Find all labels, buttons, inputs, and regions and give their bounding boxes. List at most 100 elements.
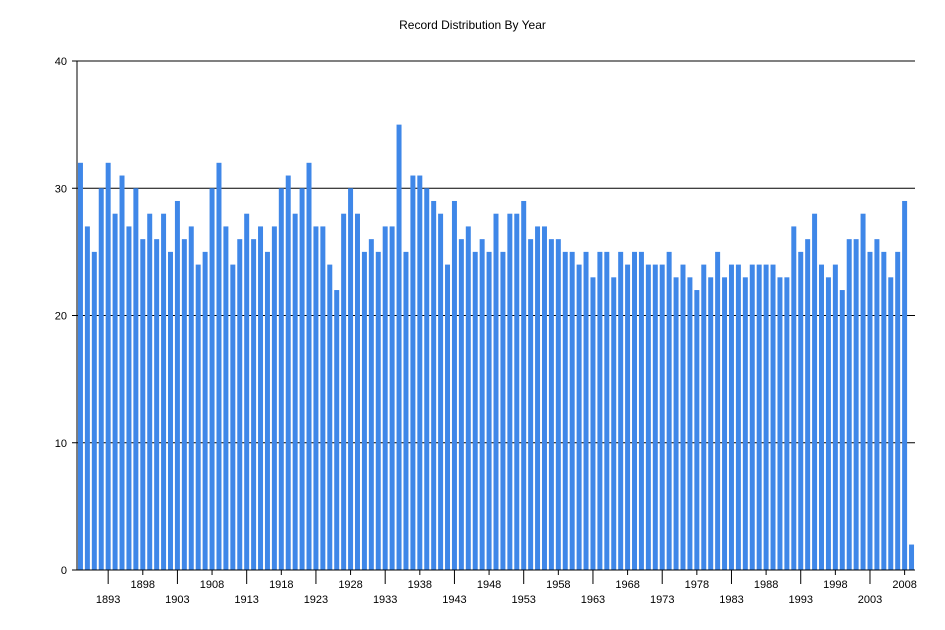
bar — [126, 226, 132, 571]
x-tick-label: 1893 — [96, 594, 120, 606]
bar — [666, 251, 672, 570]
bar — [860, 213, 866, 570]
bar — [341, 213, 347, 570]
bar — [479, 239, 485, 570]
x-tick-label: 1933 — [373, 594, 397, 606]
bar — [188, 226, 194, 571]
x-tick-label: 1908 — [200, 579, 224, 591]
bar — [832, 264, 838, 570]
bar — [306, 162, 312, 571]
bar — [465, 226, 471, 571]
bar — [223, 226, 229, 571]
bar — [98, 188, 104, 570]
bar — [812, 213, 818, 570]
bar — [458, 239, 464, 570]
bar — [611, 277, 617, 570]
x-tick-label: 1968 — [615, 579, 639, 591]
bar — [174, 200, 180, 570]
bar — [368, 239, 374, 570]
bar — [715, 251, 721, 570]
x-tick-label: 1978 — [685, 579, 709, 591]
bar — [285, 175, 291, 570]
x-tick-label: 1913 — [234, 594, 258, 606]
x-tick-label: 1998 — [823, 579, 847, 591]
y-tick-label: 20 — [55, 311, 67, 323]
bar — [590, 277, 596, 570]
bar — [742, 277, 748, 570]
bar — [507, 213, 513, 570]
bar — [888, 277, 894, 570]
bar — [846, 239, 852, 570]
bar — [133, 188, 139, 570]
bar — [895, 251, 901, 570]
bar — [230, 264, 236, 570]
y-tick-label: 40 — [55, 56, 67, 68]
bar — [451, 200, 457, 570]
bar — [839, 290, 845, 570]
bar — [112, 213, 118, 570]
bar — [680, 264, 686, 570]
bar — [562, 251, 568, 570]
bar — [195, 264, 201, 570]
bar — [798, 251, 804, 570]
x-tick-label: 1903 — [165, 594, 189, 606]
bar — [354, 213, 360, 570]
bar — [659, 264, 665, 570]
x-tick-label: 1943 — [442, 594, 466, 606]
bar — [91, 251, 97, 570]
bar — [604, 251, 610, 570]
bars — [77, 124, 915, 571]
bar — [361, 251, 367, 570]
bar — [645, 264, 651, 570]
y-tick-label: 30 — [55, 183, 67, 195]
x-tick-label: 1973 — [650, 594, 674, 606]
bar — [819, 264, 824, 570]
bar — [147, 213, 153, 570]
x-tick-label: 1918 — [269, 579, 293, 591]
bar — [535, 226, 541, 571]
bar — [722, 277, 728, 570]
bar — [548, 239, 554, 570]
bar — [237, 239, 243, 570]
bar — [687, 277, 693, 570]
bar — [514, 213, 520, 570]
bar — [784, 277, 790, 570]
x-tick-label: 2003 — [858, 594, 882, 606]
bar — [389, 226, 395, 571]
bar — [154, 239, 160, 570]
x-tick-label: 1983 — [719, 594, 743, 606]
bar — [334, 290, 340, 570]
y-tick-label: 0 — [61, 565, 67, 577]
bar — [264, 251, 270, 570]
bar — [181, 239, 187, 570]
bar — [271, 226, 277, 571]
bar — [528, 239, 534, 570]
bar — [493, 213, 499, 570]
bar — [258, 226, 264, 571]
bar — [348, 188, 354, 570]
bar — [694, 290, 700, 570]
bar — [874, 239, 880, 570]
bar — [749, 264, 755, 570]
bar — [881, 251, 887, 570]
x-tick-label: 1898 — [131, 579, 155, 591]
bar — [161, 213, 167, 570]
bar — [902, 200, 908, 570]
x-tick-label: 1988 — [754, 579, 778, 591]
bar — [105, 162, 111, 571]
bar — [777, 277, 783, 570]
bar — [202, 251, 208, 570]
bar — [583, 251, 589, 570]
bar — [728, 264, 734, 570]
bar — [445, 264, 451, 570]
bar — [486, 251, 492, 570]
bar — [320, 226, 326, 571]
bar — [438, 213, 444, 570]
bar — [576, 264, 582, 570]
bar — [867, 251, 873, 570]
bar — [791, 226, 797, 571]
bar — [216, 162, 222, 571]
y-tick-label: 10 — [55, 438, 67, 450]
bar — [410, 175, 416, 570]
